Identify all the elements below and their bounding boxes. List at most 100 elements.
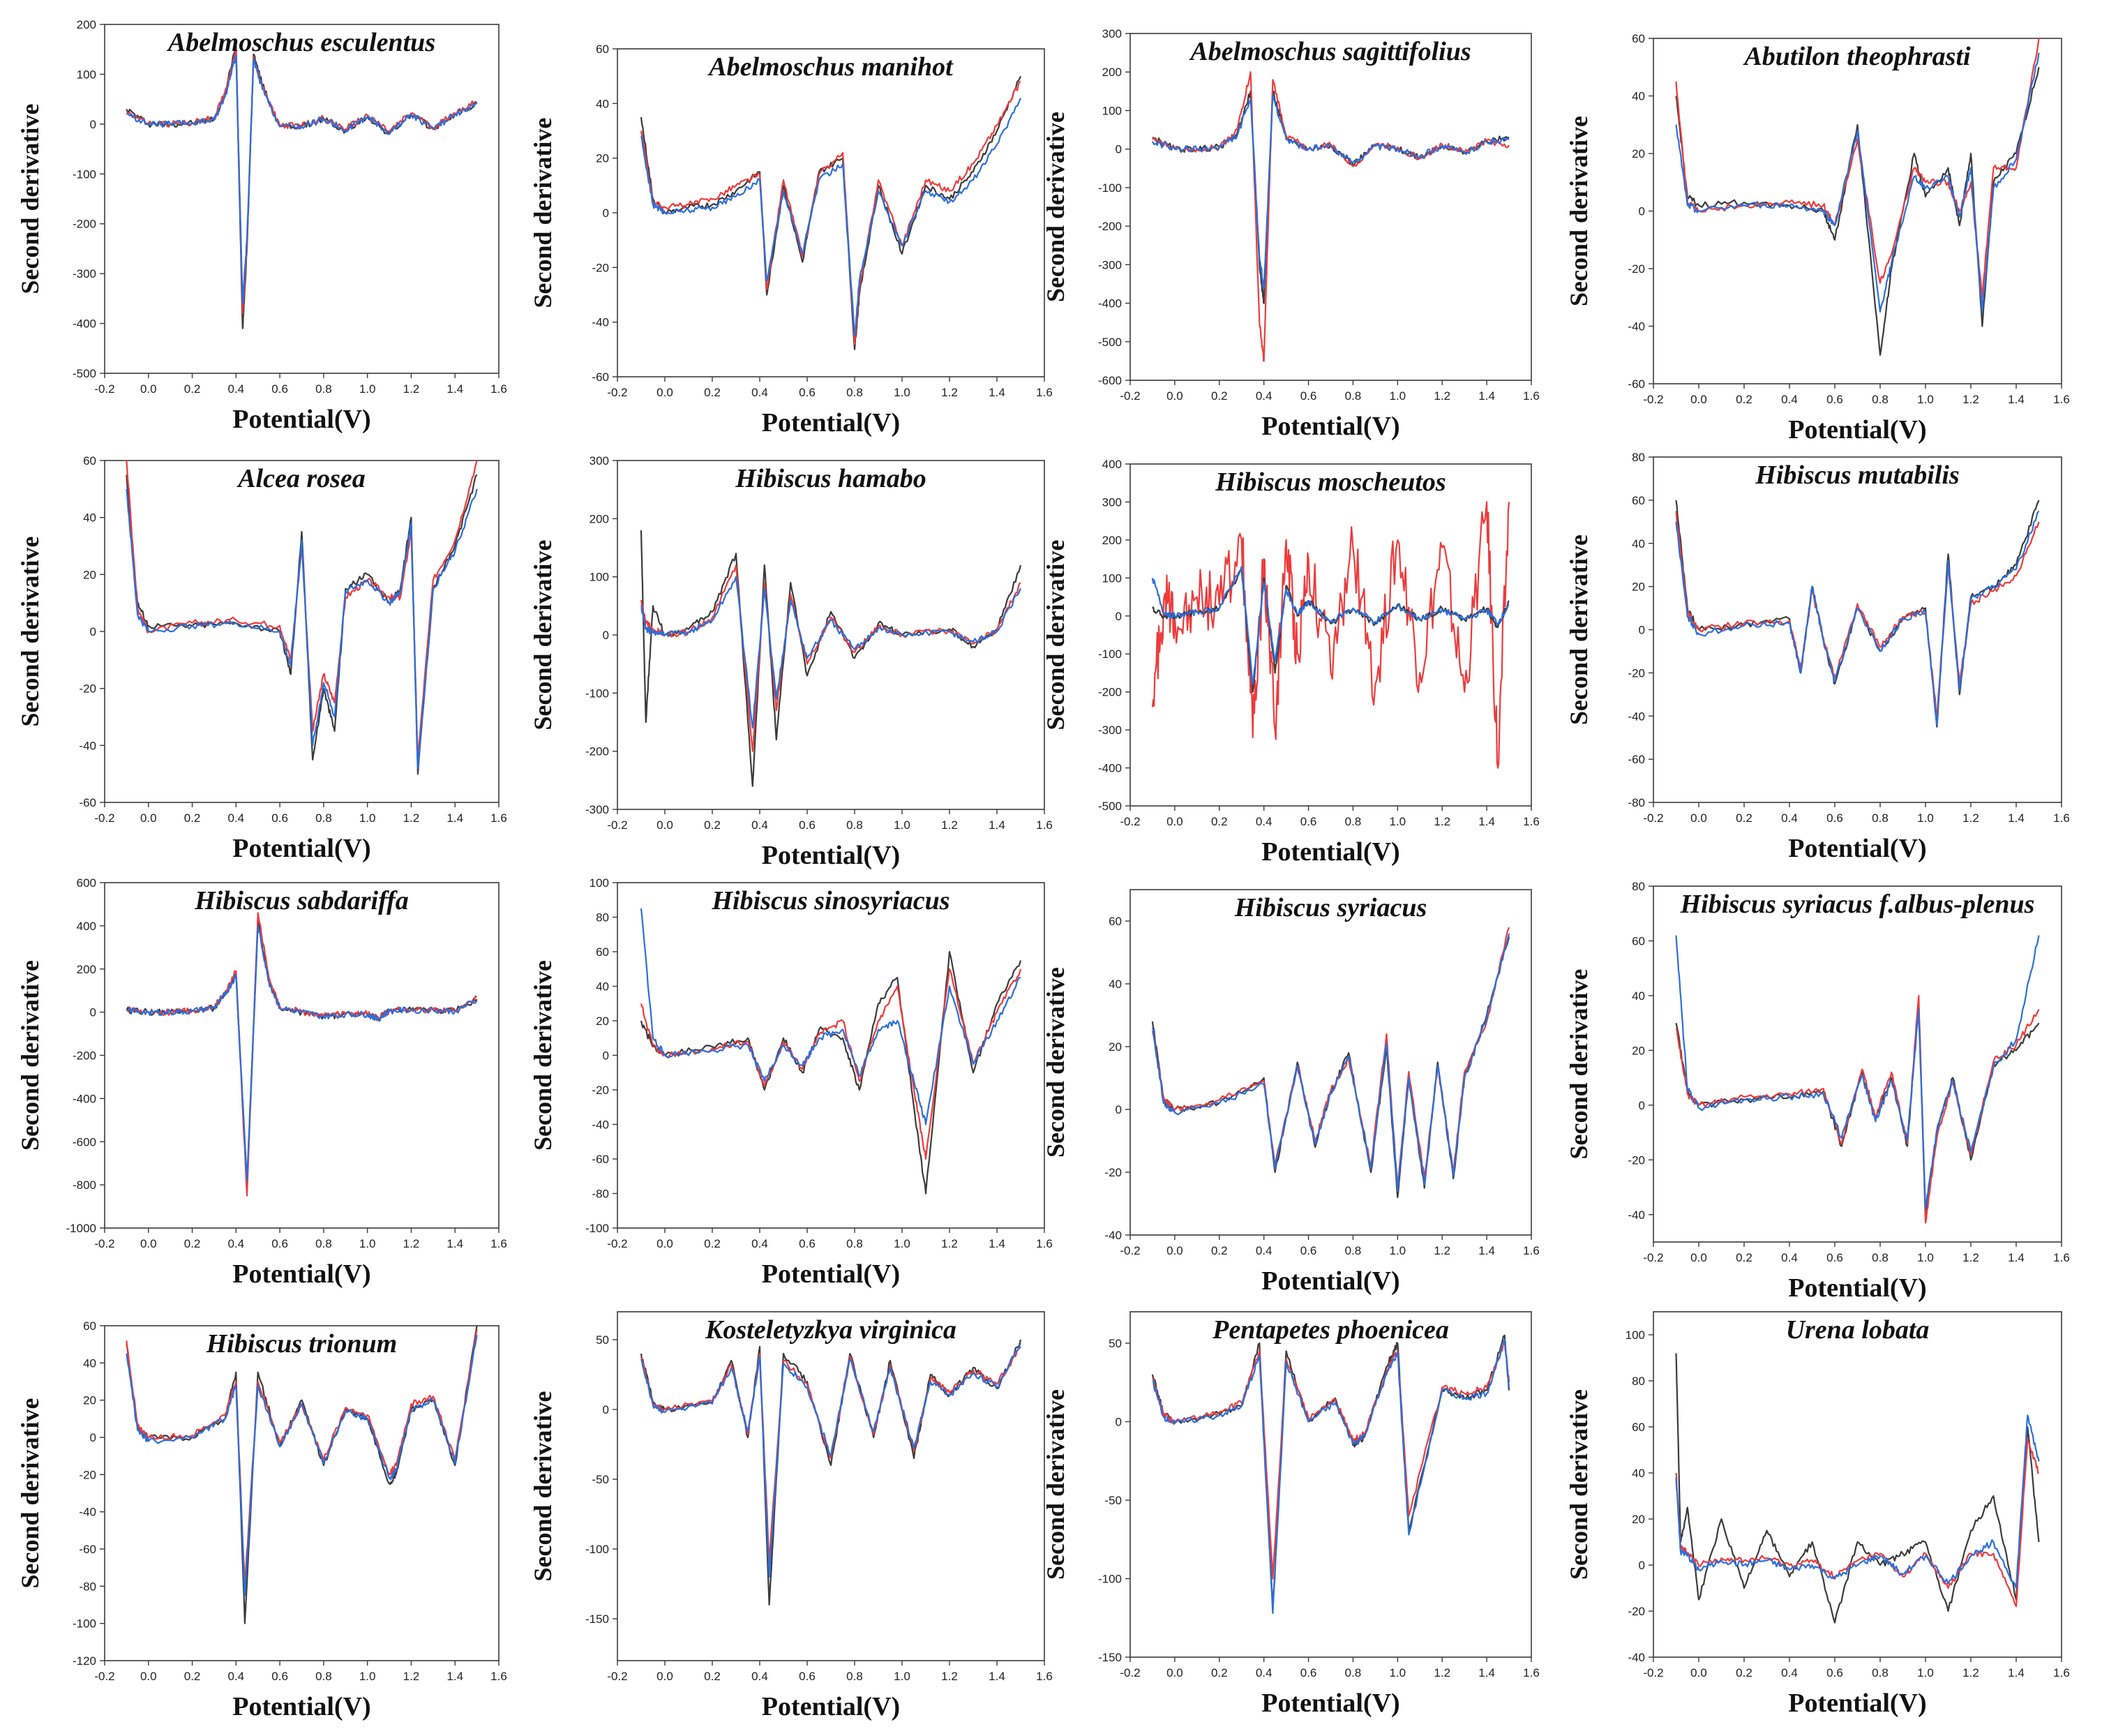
y-tick-label: -400	[1098, 762, 1122, 775]
y-tick-label: 100	[590, 876, 609, 890]
x-axis-label: Potential(V)	[1788, 834, 1926, 863]
y-tick-label: -50	[592, 1473, 609, 1486]
x-tick-label: 1.2	[1962, 811, 1979, 825]
chart-title: Hibiscus syriacus f.albus-plenus	[1680, 890, 2035, 919]
y-tick-label: -60	[1628, 377, 1645, 391]
y-tick-label: 100	[1102, 571, 1122, 585]
x-tick-label: 0.4	[1256, 815, 1273, 828]
x-tick-label: 1.6	[1036, 818, 1053, 832]
y-tick-label: 20	[1632, 1513, 1645, 1526]
chart-panel-14: -0.2 0.0 0.2 0.4 0.6 0.8 1.0 1.2 1.4 1.6 50 0 -50 -10…	[529, 1311, 1053, 1721]
x-tick-label: 1.2	[1434, 1666, 1450, 1679]
x-axis-label: Potential(V)	[232, 405, 370, 434]
series-line-dark	[640, 950, 1022, 1195]
x-tick-label: 0.6	[271, 1237, 288, 1250]
y-tick-label: 60	[1632, 1421, 1645, 1434]
x-tick-label: 0.8	[1345, 1244, 1362, 1257]
x-tick-label: 1.0	[359, 1670, 376, 1683]
y-tick-label: 0	[90, 118, 96, 131]
x-tick-label: -0.2	[1643, 393, 1663, 406]
y-tick-label: -80	[1628, 796, 1645, 809]
series-line-red	[1675, 511, 2040, 717]
y-tick-label: 600	[77, 876, 96, 890]
x-tick-label: 1.4	[446, 1670, 463, 1683]
x-tick-label: 1.0	[1917, 1666, 1934, 1679]
chart-panel-5: -0.2 0.0 0.2 0.4 0.6 0.8 1.0 1.2 1.4 1.6 60 40 20 0 -2…	[16, 454, 507, 863]
x-tick-label: -0.2	[94, 811, 114, 825]
y-tick-label: 60	[83, 1319, 96, 1333]
y-tick-label: 0	[90, 1006, 96, 1019]
y-tick-label: 100	[77, 68, 96, 81]
chart-title: Abelmoschus sagittifolius	[1189, 37, 1471, 66]
x-tick-label: 1.4	[2008, 811, 2025, 825]
y-tick-label: -100	[585, 1222, 609, 1235]
x-tick-label: 0.2	[1736, 1251, 1752, 1264]
series-group	[1151, 501, 1510, 769]
series-line-red	[1675, 38, 2040, 299]
x-tick-label: 1.0	[1390, 815, 1406, 828]
series-line-dark	[1675, 500, 2040, 728]
x-tick-label: 0.4	[1781, 1251, 1798, 1264]
series-line-red	[126, 460, 478, 761]
y-tick-label: -150	[1098, 1651, 1122, 1664]
x-tick-label: 1.6	[1036, 386, 1053, 399]
chart-title: Hibiscus syriacus	[1234, 893, 1427, 922]
y-tick-label: 50	[1109, 1337, 1122, 1350]
y-tick-label: -200	[73, 1049, 96, 1063]
series-group	[126, 1325, 478, 1624]
y-tick-label: -100	[1098, 1573, 1122, 1586]
x-tick-label: 0.2	[1211, 1666, 1228, 1679]
x-tick-label: 0.4	[228, 1670, 245, 1683]
x-tick-label: 0.6	[799, 818, 816, 832]
x-tick-label: 1.0	[894, 818, 910, 832]
chart-panel-10: -0.2 0.0 0.2 0.4 0.6 0.8 1.0 1.2 1.4 1.6 100 80 60 40…	[529, 876, 1053, 1289]
series-line-red	[1675, 994, 2040, 1224]
y-tick-label: -20	[1628, 666, 1645, 680]
y-tick-label: 60	[83, 454, 96, 467]
x-tick-label: 0.4	[1781, 1666, 1798, 1679]
y-tick-label: -1000	[66, 1222, 96, 1235]
x-tick-label: 0.0	[140, 1237, 157, 1250]
x-tick-label: 0.2	[704, 386, 721, 399]
y-tick-label: 40	[1632, 537, 1645, 551]
x-tick-label: 1.0	[894, 386, 910, 399]
series-line-blue	[1152, 1339, 1510, 1615]
series-group	[1675, 500, 2040, 728]
y-tick-label: -300	[1098, 258, 1122, 271]
x-axis-label: Potential(V)	[232, 834, 370, 863]
x-tick-label: 0.0	[140, 382, 157, 396]
x-tick-label: 1.4	[2008, 1251, 2025, 1264]
y-tick-label: 200	[77, 963, 96, 976]
x-tick-label: 1.6	[2053, 393, 2070, 406]
x-tick-label: 1.2	[941, 1670, 958, 1683]
x-tick-label: 1.2	[403, 811, 420, 825]
plot-frame	[1129, 33, 1532, 381]
series-line-red	[640, 968, 1022, 1160]
x-tick-label: 0.6	[271, 811, 288, 825]
y-tick-label: -80	[592, 1188, 609, 1201]
y-axis-label: Second derivative	[1042, 967, 1069, 1158]
y-tick-label: -40	[592, 316, 609, 329]
y-tick-label: 60	[596, 43, 609, 56]
chart-panel-4: -0.2 0.0 0.2 0.4 0.6 0.8 1.0 1.2 1.4 1.6 60 40 20 0 -2…	[1565, 32, 2070, 444]
y-tick-label: -20	[1628, 1153, 1645, 1167]
series-group	[640, 1339, 1022, 1606]
x-tick-label: 1.4	[989, 1670, 1005, 1683]
y-tick-label: -300	[73, 267, 96, 280]
series-line-dark	[126, 920, 478, 1186]
x-tick-label: 0.0	[1166, 389, 1183, 403]
x-tick-label: 0.0	[1690, 1666, 1707, 1679]
x-tick-label: 0.6	[271, 382, 288, 396]
x-tick-label: 1.0	[359, 382, 376, 396]
y-tick-label: -600	[73, 1135, 96, 1148]
x-tick-label: 1.4	[989, 818, 1005, 832]
y-tick-label: 80	[596, 911, 609, 925]
x-tick-label: 0.2	[184, 1237, 201, 1250]
y-tick-label: 0	[603, 1403, 609, 1416]
x-tick-label: 0.8	[846, 1670, 863, 1683]
chart-panel-13: -0.2 0.0 0.2 0.4 0.6 0.8 1.0 1.2 1.4 1.6 60 40 20 0 -2…	[16, 1319, 507, 1721]
x-tick-label: 0.6	[1826, 393, 1843, 406]
series-line-blue	[1675, 1414, 2040, 1589]
x-tick-label: -0.2	[1643, 811, 1663, 825]
x-tick-label: 1.4	[2008, 393, 2025, 406]
